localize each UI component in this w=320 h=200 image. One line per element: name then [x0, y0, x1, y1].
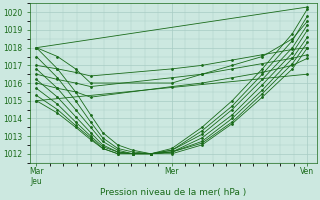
X-axis label: Pression niveau de la mer( hPa ): Pression niveau de la mer( hPa ) — [100, 188, 247, 197]
